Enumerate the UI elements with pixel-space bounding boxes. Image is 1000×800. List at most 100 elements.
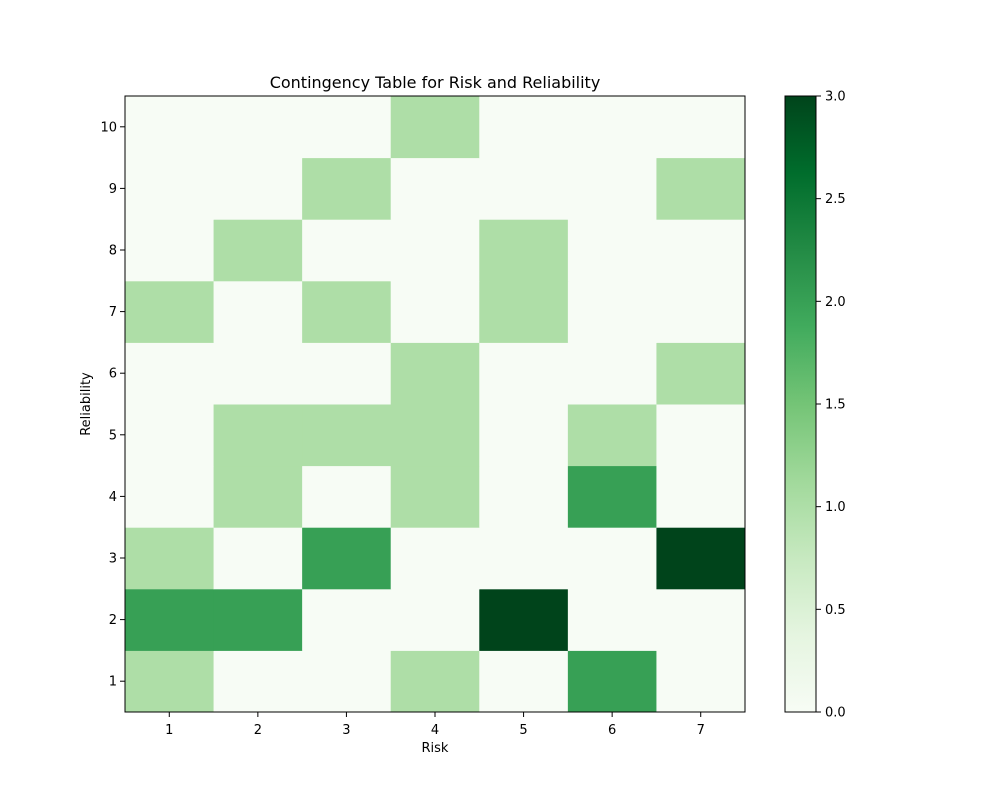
- heatmap-cell: [302, 404, 392, 467]
- heatmap-cell: [567, 157, 657, 220]
- heatmap-cell: [656, 404, 746, 467]
- colorbar-tick-label: 1.5: [825, 398, 846, 413]
- heatmap-cell: [213, 650, 303, 713]
- heatmap-cell: [125, 342, 215, 405]
- heatmap-cell: [390, 527, 480, 590]
- heatmap-cell: [302, 157, 392, 220]
- x-tick-label: 6: [608, 723, 616, 738]
- heatmap-cell: [390, 404, 480, 467]
- x-axis: 1 2 3 4 5 6 7: [165, 712, 705, 738]
- y-tick-label: 2: [109, 613, 117, 628]
- heatmap-cell: [567, 465, 657, 528]
- heatmap-cell: [302, 650, 392, 713]
- heatmap-cell: [656, 342, 746, 405]
- heatmap-cell: [390, 465, 480, 528]
- heatmap-cells: [125, 96, 746, 713]
- heatmap-cell: [656, 465, 746, 528]
- x-tick-label: 1: [165, 723, 173, 738]
- heatmap-cell: [125, 157, 215, 220]
- heatmap-cell: [656, 527, 746, 590]
- y-tick-label: 10: [100, 120, 117, 135]
- heatmap-cell: [125, 280, 215, 343]
- x-tick-label: 2: [254, 723, 262, 738]
- y-tick-label: 9: [109, 182, 117, 197]
- colorbar: [784, 95, 817, 713]
- x-tick-label: 4: [431, 723, 439, 738]
- colorbar-axis: 0.0 0.5 1.0 1.5 2.0 2.5 3.0: [816, 90, 846, 721]
- heatmap-cell: [567, 650, 657, 713]
- heatmap-cell: [390, 96, 480, 159]
- x-tick-label: 3: [342, 723, 350, 738]
- heatmap-cell: [479, 342, 569, 405]
- heatmap-cell: [390, 342, 480, 405]
- heatmap-cell: [125, 219, 215, 282]
- y-axis: 1 2 3 4 5 6 7 8 9 10: [100, 120, 125, 690]
- heatmap-cell: [302, 465, 392, 528]
- heatmap-cell: [125, 465, 215, 528]
- heatmap-cell: [656, 588, 746, 651]
- y-tick-label: 7: [109, 305, 117, 320]
- heatmap-cell: [213, 588, 303, 651]
- heatmap-cell: [125, 527, 215, 590]
- heatmap-cell: [567, 219, 657, 282]
- colorbar-tick-label: 0.0: [825, 706, 846, 721]
- x-tick-label: 7: [697, 723, 705, 738]
- y-tick-label: 8: [109, 244, 117, 259]
- heatmap-cell: [302, 280, 392, 343]
- heatmap-cell: [302, 342, 392, 405]
- heatmap-cell: [567, 404, 657, 467]
- heatmap-cell: [567, 527, 657, 590]
- heatmap-cell: [213, 404, 303, 467]
- heatmap-cell: [656, 650, 746, 713]
- heatmap-cell: [567, 280, 657, 343]
- y-tick-label: 5: [109, 428, 117, 443]
- heatmap-cell: [567, 342, 657, 405]
- heatmap-cell: [479, 404, 569, 467]
- heatmap-cell: [213, 465, 303, 528]
- heatmap-cell: [125, 404, 215, 467]
- heatmap-cell: [125, 588, 215, 651]
- y-tick-label: 6: [109, 367, 117, 382]
- heatmap-cell: [656, 96, 746, 159]
- colorbar-tick-label: 0.5: [825, 603, 846, 618]
- y-axis-title: Reliability: [79, 372, 94, 436]
- heatmap-cell: [213, 527, 303, 590]
- heatmap-cell: [390, 219, 480, 282]
- heatmap-cell: [479, 650, 569, 713]
- y-tick-label: 4: [109, 490, 117, 505]
- heatmap-cell: [479, 588, 569, 651]
- heatmap-cell: [125, 650, 215, 713]
- heatmap-cell: [479, 219, 569, 282]
- heatmap-cell: [302, 527, 392, 590]
- heatmap-cell: [390, 650, 480, 713]
- x-axis-title: Risk: [422, 741, 449, 756]
- heatmap-cell: [213, 280, 303, 343]
- colorbar-tick-label: 2.0: [825, 295, 846, 310]
- y-tick-label: 1: [109, 675, 117, 690]
- heatmap-cell: [213, 96, 303, 159]
- heatmap-cell: [567, 96, 657, 159]
- heatmap-cell: [656, 280, 746, 343]
- heatmap-cell: [390, 588, 480, 651]
- heatmap-cell: [302, 588, 392, 651]
- heatmap-cell: [390, 280, 480, 343]
- colorbar-tick-label: 3.0: [825, 90, 846, 105]
- x-tick-label: 5: [519, 723, 527, 738]
- colorbar-tick-label: 1.0: [825, 500, 846, 515]
- heatmap-cell: [302, 96, 392, 159]
- heatmap-cell: [390, 157, 480, 220]
- heatmap-cell: [479, 465, 569, 528]
- heatmap-cell: [213, 342, 303, 405]
- heatmap-cell: [213, 219, 303, 282]
- colorbar-tick-label: 2.5: [825, 192, 846, 207]
- heatmap-cell: [479, 527, 569, 590]
- heatmap-cell: [479, 280, 569, 343]
- heatmap-cell: [567, 588, 657, 651]
- heatmap-cell: [125, 96, 215, 159]
- heatmap-cell: [479, 96, 569, 159]
- chart-title: Contingency Table for Risk and Reliabili…: [270, 73, 601, 92]
- heatmap-cell: [479, 157, 569, 220]
- heatmap-cell: [656, 219, 746, 282]
- heatmap-cell: [302, 219, 392, 282]
